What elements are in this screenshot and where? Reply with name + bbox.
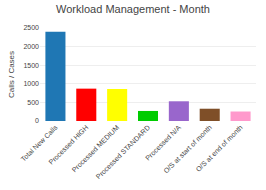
svg-text:0: 0: [35, 117, 39, 124]
svg-text:2500: 2500: [23, 24, 39, 31]
svg-text:Total New Calls: Total New Calls: [20, 123, 59, 162]
svg-text:1500: 1500: [23, 62, 39, 69]
svg-text:Processed MEDIUM: Processed MEDIUM: [71, 124, 121, 174]
svg-text:O/S at start of month: O/S at start of month: [162, 124, 213, 175]
svg-text:O/S at end of month: O/S at end of month: [194, 124, 243, 173]
svg-text:Calls / Cases: Calls / Cases: [7, 51, 16, 98]
svg-text:1000: 1000: [23, 80, 39, 87]
svg-text:Processed STANDARD: Processed STANDARD: [95, 124, 152, 181]
svg-text:2000: 2000: [23, 43, 39, 50]
svg-text:Processed N/A: Processed N/A: [144, 123, 182, 161]
svg-text:500: 500: [27, 99, 39, 106]
svg-text:Processed HIGH: Processed HIGH: [47, 124, 89, 166]
svg-text:Workload Management - Month: Workload Management - Month: [56, 3, 210, 15]
